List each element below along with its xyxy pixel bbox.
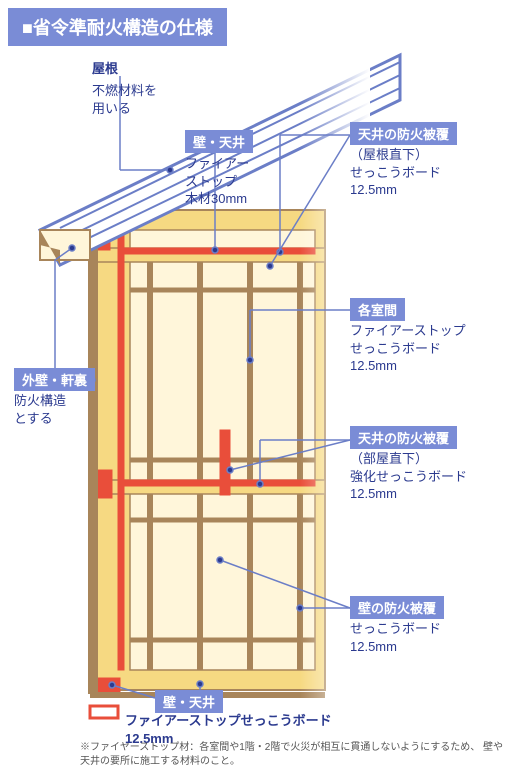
tag-ceiling-fire-2: 天井の防火被覆 xyxy=(350,426,457,449)
tag-ceiling-fire-1: 天井の防火被覆 xyxy=(350,122,457,145)
tag-ext-wall: 外壁・軒裏 xyxy=(14,368,95,391)
tag-wall-ceiling-top: 壁・天井 xyxy=(185,130,253,153)
label-wall-ceiling-top-body: ファイアー ストップ 木材30mm xyxy=(185,155,249,208)
tag-wall-fire: 壁の防火被覆 xyxy=(350,596,444,619)
label-ceiling-fire-2-body: （部屋直下） 強化せっこうボード 12.5mm xyxy=(350,450,467,503)
label-rooms-body: ファイアーストップ せっこうボード 12.5mm xyxy=(350,322,466,375)
tag-wall-ceiling-bottom: 壁・天井 xyxy=(155,690,223,713)
tag-rooms: 各室間 xyxy=(350,298,405,321)
title-bar: ■省令準耐火構造の仕様 xyxy=(8,8,227,46)
label-ceiling-fire-1-body: （屋根直下） せっこうボード 12.5mm xyxy=(350,146,441,199)
label-roof-heading: 屋根 xyxy=(92,60,118,78)
label-roof-body: 不燃材料を 用いる xyxy=(92,82,157,117)
label-ext-wall-body: 防火構造 とする xyxy=(14,392,66,427)
footnote: ※ファイヤーストップ材：各室間や1階・2階で火災が相互に貫通しないようにするため… xyxy=(80,741,511,769)
label-wall-fire-body: せっこうボード 12.5mm xyxy=(350,620,441,655)
